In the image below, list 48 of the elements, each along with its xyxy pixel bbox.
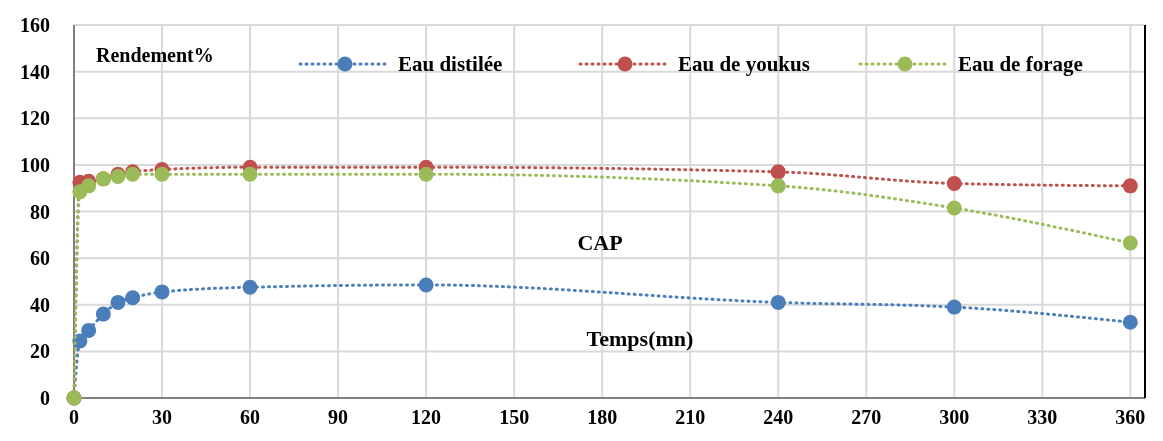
y-tick-label: 20: [30, 340, 50, 363]
x-tick-label: 360: [1115, 406, 1146, 428]
point: [770, 178, 786, 194]
point: [946, 176, 962, 192]
point: [1122, 235, 1138, 251]
y-tick-label: 80: [30, 200, 50, 223]
x-tick-label: 330: [1027, 406, 1058, 428]
y-tick-label: 60: [30, 247, 50, 270]
point: [1122, 314, 1138, 330]
y-axis-title: Rendement%: [96, 44, 214, 66]
point: [242, 279, 258, 295]
y-tick-label: 140: [20, 60, 50, 83]
y-tick-label: 160: [20, 14, 50, 36]
x-tick-label: 60: [240, 406, 261, 428]
x-tick-label: 180: [587, 406, 618, 428]
x-axis-title: Temps(mn): [586, 326, 694, 351]
point: [81, 322, 97, 338]
y-tick-label: 100: [20, 153, 50, 176]
point: [418, 277, 434, 293]
legend-label: Eau de youkus: [678, 52, 810, 76]
point: [770, 164, 786, 180]
point: [1122, 178, 1138, 194]
y-tick-label: 120: [20, 107, 50, 130]
x-tick-label: 0: [69, 406, 79, 428]
point: [946, 299, 962, 315]
point: [95, 306, 111, 322]
point: [242, 166, 258, 182]
legend-label: Eau distilée: [398, 52, 503, 76]
x-tick-label: 240: [763, 406, 794, 428]
x-tick-label: 120: [411, 406, 442, 428]
point: [154, 166, 170, 182]
y-tick-label: 40: [30, 293, 50, 316]
x-tick-label: 300: [939, 406, 970, 428]
point: [110, 294, 126, 310]
legend-label: Eau de forage: [958, 52, 1083, 76]
point: [125, 290, 141, 306]
x-tick-label: 30: [152, 406, 173, 428]
point: [81, 178, 97, 194]
annotation: CAP: [577, 230, 623, 255]
x-tick-label: 90: [328, 406, 349, 428]
point: [154, 284, 170, 300]
point: [946, 200, 962, 216]
x-tick-label: 270: [851, 406, 882, 428]
x-tick-label: 210: [675, 406, 706, 428]
x-tick-label: 150: [499, 406, 530, 428]
point: [770, 294, 786, 310]
y-tick-label: 0: [40, 387, 50, 409]
point: [418, 166, 434, 182]
